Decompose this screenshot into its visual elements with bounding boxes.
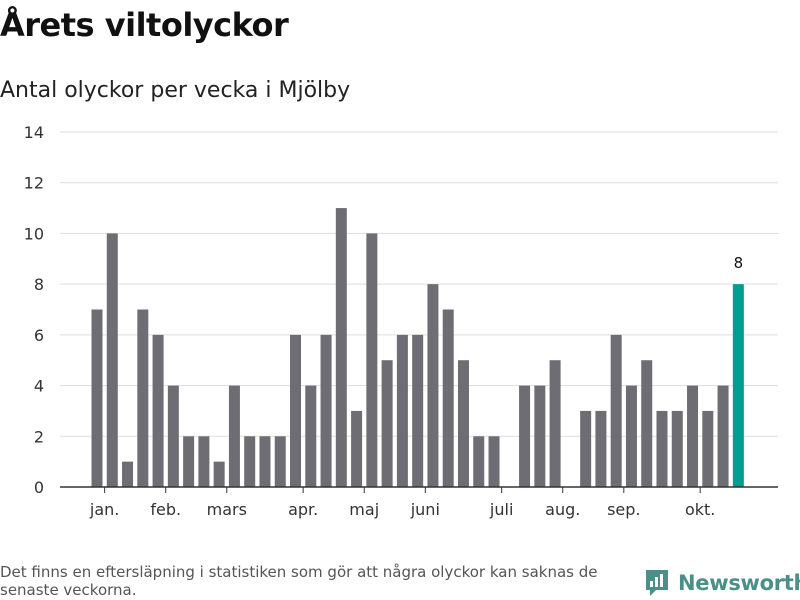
x-tick-label: feb. [150, 500, 181, 519]
y-tick-label: 12 [24, 174, 44, 193]
bar [519, 385, 531, 487]
bar [473, 436, 485, 487]
brand-logo: Newsworthy [644, 568, 800, 598]
bar [259, 436, 271, 487]
x-tick-label: sep. [607, 500, 640, 519]
bar [595, 410, 607, 487]
bar [534, 385, 546, 487]
bar [213, 461, 225, 487]
bar [381, 360, 393, 487]
bar [91, 309, 103, 487]
bar [244, 436, 256, 487]
bar [549, 360, 561, 487]
x-tick-label: maj [349, 500, 379, 519]
bar [122, 461, 134, 487]
x-tick-label: juni [410, 500, 440, 519]
x-tick-label: okt. [685, 500, 715, 519]
bar [183, 436, 195, 487]
bar [167, 385, 179, 487]
newsworthy-logo-icon [646, 570, 668, 596]
bar [717, 385, 729, 487]
bar [274, 436, 286, 487]
y-tick-label: 6 [34, 326, 44, 345]
bar [671, 410, 683, 487]
bar [442, 309, 454, 487]
y-tick-label: 4 [34, 377, 44, 396]
bar [137, 309, 149, 487]
x-tick-label: aug. [545, 500, 580, 519]
bar [366, 233, 378, 487]
bar [351, 410, 363, 487]
data-label: 8 [734, 254, 744, 272]
chart-subtitle: Antal olyckor per vecka i Mjölby [0, 78, 351, 103]
bar [290, 334, 302, 487]
bar [641, 360, 653, 487]
bar [488, 436, 500, 487]
bar [580, 410, 592, 487]
y-tick-label: 8 [34, 275, 44, 294]
x-tick-label: juli [489, 500, 513, 519]
x-tick-label: mars [207, 500, 247, 519]
y-tick-label: 14 [24, 123, 44, 142]
x-tick-label: jan. [89, 500, 119, 519]
bar [305, 385, 317, 487]
brand-name: Newsworthy [678, 571, 800, 595]
bar [198, 436, 210, 487]
y-tick-label: 10 [24, 224, 44, 243]
bar [106, 233, 118, 487]
y-tick-label: 0 [34, 478, 44, 497]
bar [687, 385, 699, 487]
bar [396, 334, 408, 487]
bar [656, 410, 668, 487]
bar [412, 334, 424, 487]
chart-title: Årets viltolyckor [0, 6, 289, 44]
bar [335, 208, 347, 488]
bar-highlight [732, 284, 744, 487]
footnote: Det finns en eftersläpning i statistiken… [0, 563, 598, 599]
bar [228, 385, 240, 487]
bar [320, 334, 332, 487]
y-tick-label: 2 [34, 427, 44, 446]
bar [610, 334, 622, 487]
bar-chart: 0 2 4 6 8 10 12 14 8 jan. feb. mars apr. maj juni juli a… [24, 123, 778, 519]
x-tick-label: apr. [288, 500, 318, 519]
bar [702, 410, 714, 487]
bar [427, 284, 439, 487]
bar [152, 334, 164, 487]
bar [457, 360, 469, 487]
bar [625, 385, 637, 487]
